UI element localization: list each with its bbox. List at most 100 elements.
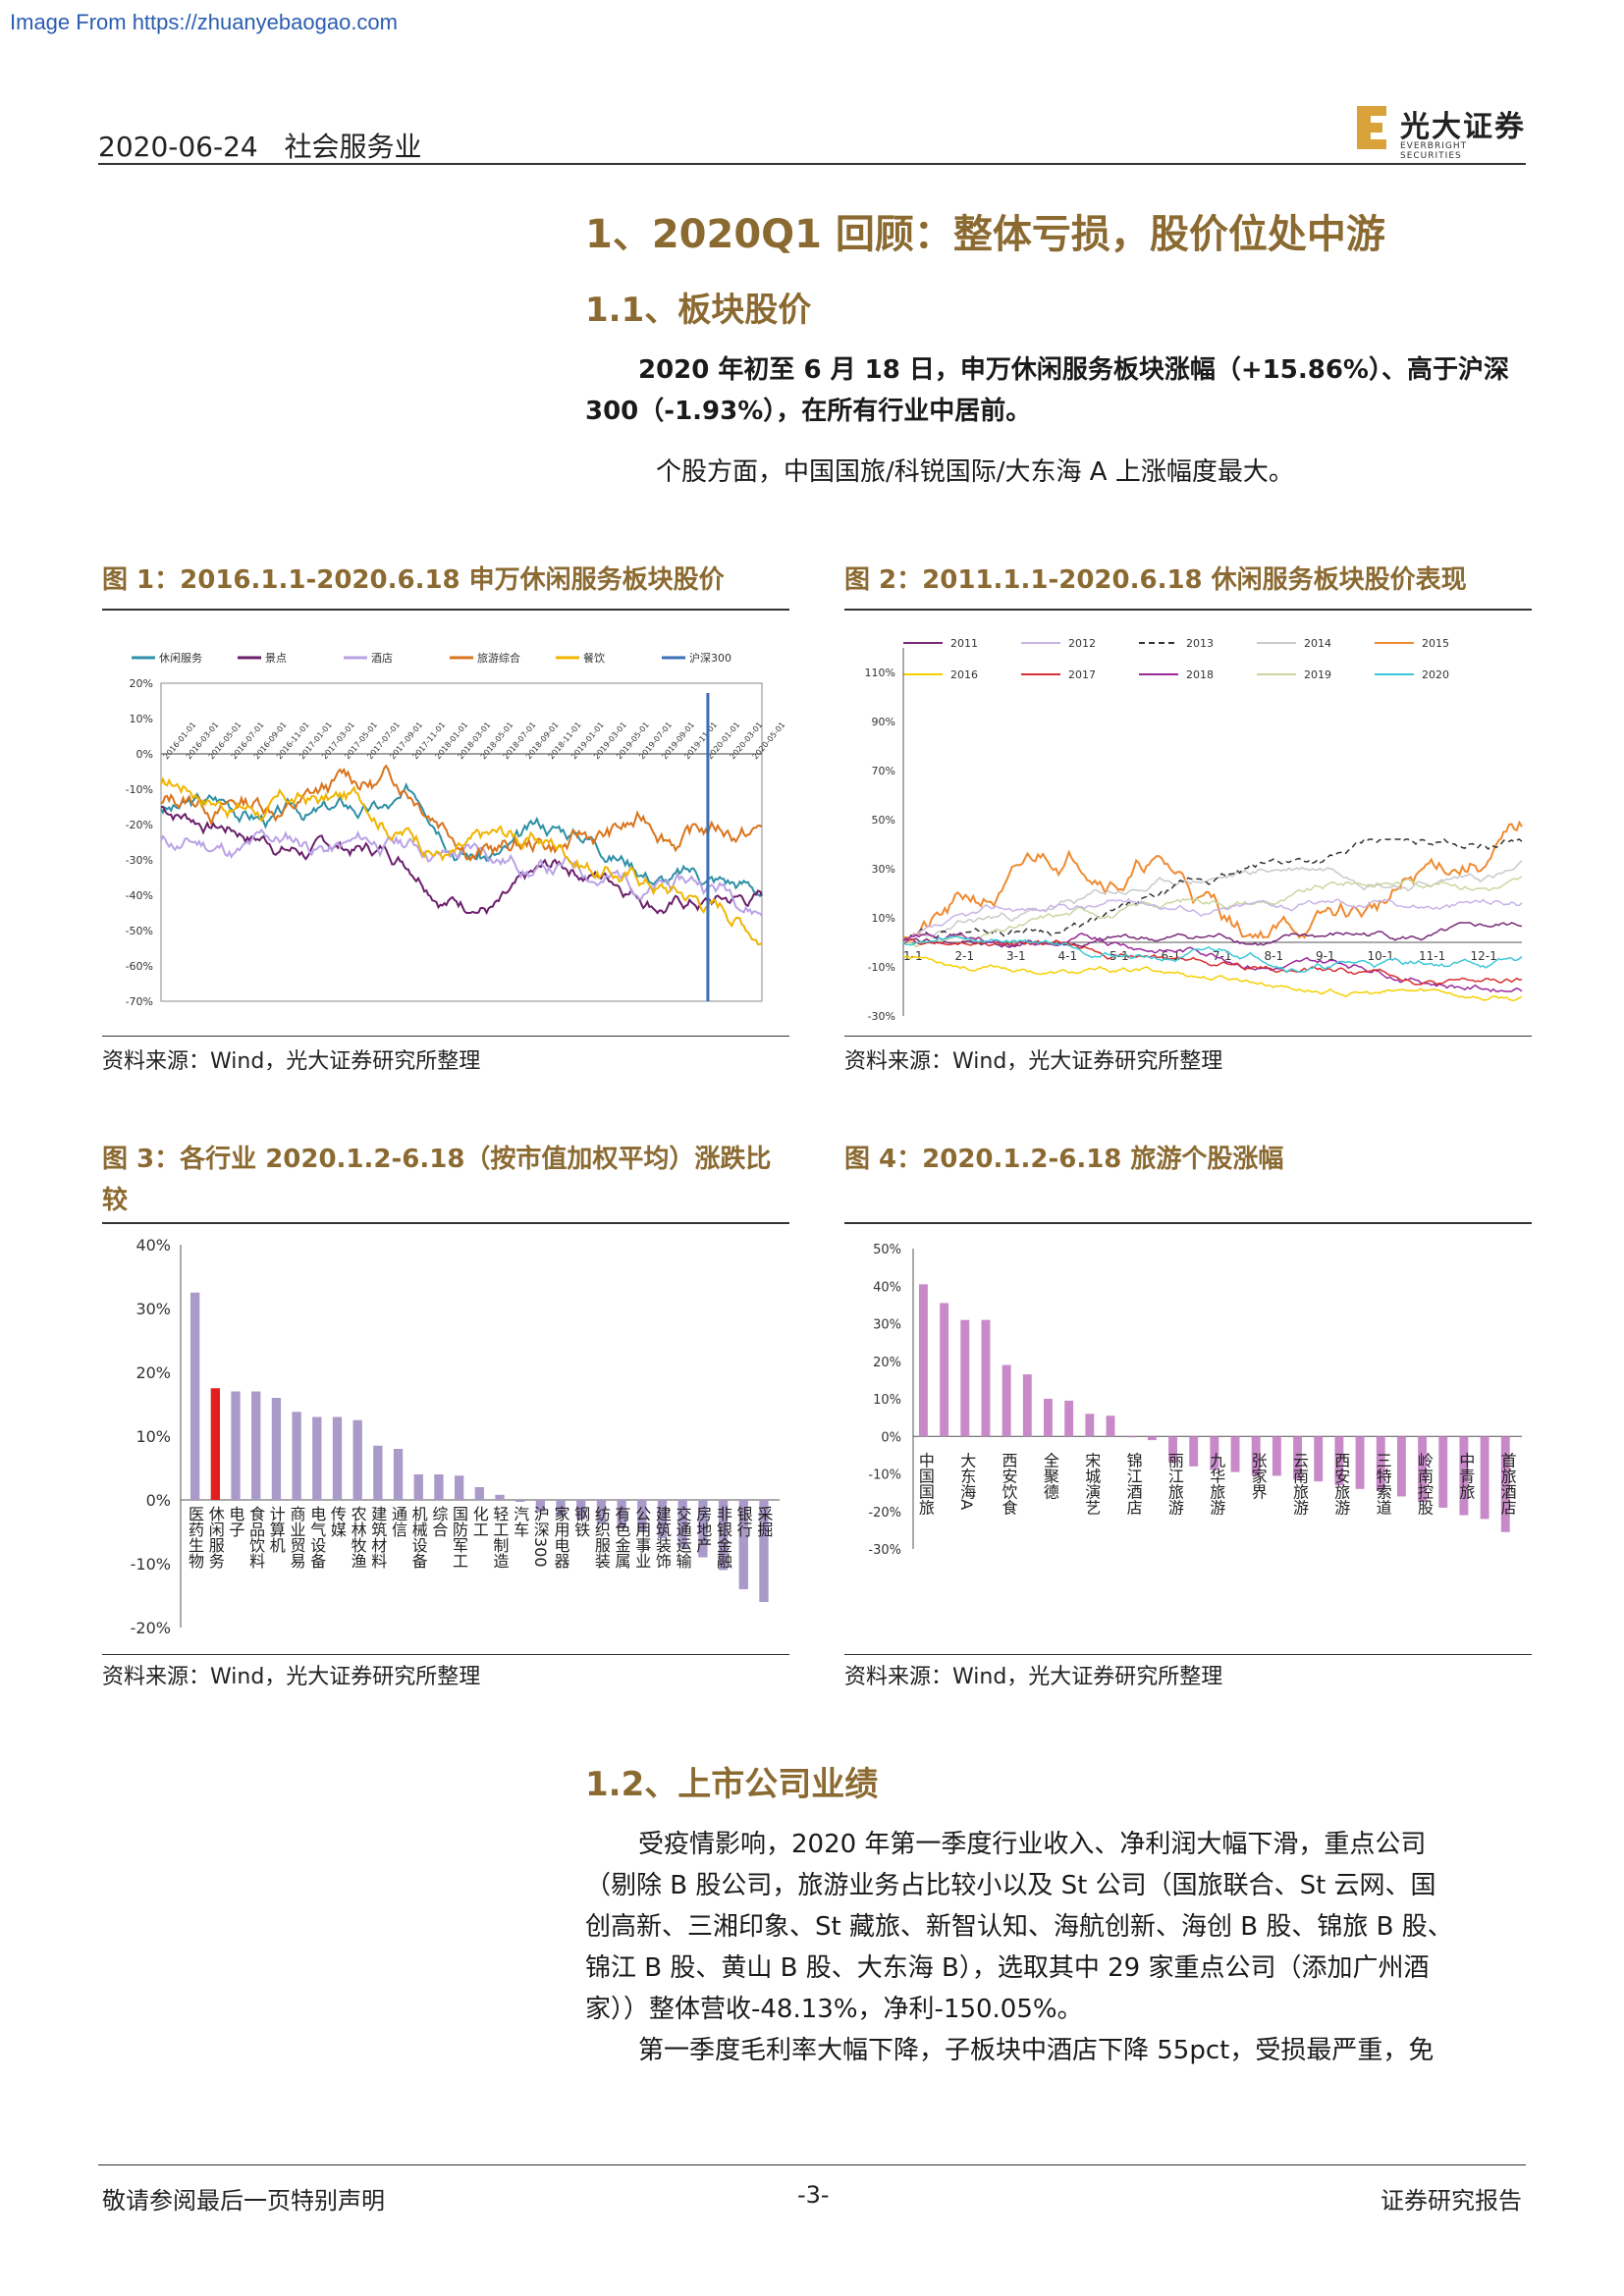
fig4-y-tick: 20%: [873, 1356, 901, 1370]
fig3-category-label: 房地产: [693, 1506, 712, 1553]
fig4-category-label: 西安饮食: [1000, 1452, 1018, 1515]
fig1-title-rule: [102, 609, 789, 611]
fig2-legend-label: 2019: [1304, 668, 1331, 681]
fig2-legend-label: 2016: [950, 668, 978, 681]
fig3-category-label: 通信: [389, 1506, 407, 1537]
fig3-bar: [738, 1500, 748, 1589]
section-1-2-line-5: 家））整体营收-48.13%，净利-150.05%。: [585, 1995, 1083, 2024]
fig1-bottom-rule: [102, 1036, 789, 1037]
fig3-bar: [495, 1494, 505, 1500]
fig2-legend-label: 2011: [950, 637, 978, 650]
fig1-y-tick: -70%: [126, 995, 153, 1008]
fig3-bar: [393, 1449, 404, 1500]
fig4-bar: [1293, 1436, 1302, 1480]
section-1-2-line-6: 第一季度毛利率大幅下降，子板块中酒店下降 55pct，受损最严重，免: [638, 2036, 1435, 2065]
fig1-y-tick: 10%: [130, 713, 153, 725]
fig1-y-tick: 20%: [130, 677, 153, 690]
fig1-y-tick: -10%: [126, 783, 153, 796]
fig1-plot-frame: [160, 682, 763, 1002]
fig3-bar: [210, 1388, 220, 1500]
fig3-category-label: 纺织服装: [592, 1506, 611, 1569]
fig4-bar: [1418, 1436, 1428, 1503]
fig3-y-tick: 30%: [135, 1300, 171, 1318]
fig2-y-tick: 90%: [872, 716, 895, 728]
fig2-series-line: [902, 876, 1523, 948]
fig3-y-tick: 40%: [135, 1236, 171, 1255]
fig4-bar: [940, 1303, 949, 1437]
fig4-y-tick: 0%: [881, 1430, 901, 1445]
fig4-bar: [1480, 1436, 1489, 1520]
fig1-y-tick: -50%: [126, 925, 153, 937]
fig2-legend-label: 2014: [1304, 637, 1331, 650]
fig1-title: 图 1：2016.1.1-2020.6.18 申万休闲服务板块股价: [102, 565, 725, 595]
fig3-bar: [271, 1398, 282, 1500]
fig2-legend-label: 2012: [1068, 637, 1096, 650]
fig3-title-rule: [102, 1222, 789, 1224]
fig4-bar: [1001, 1364, 1011, 1437]
fig4-bar: [1022, 1374, 1032, 1437]
fig1-y-tick: -40%: [126, 889, 153, 902]
fig3-bar: [535, 1500, 546, 1513]
fig3-category-label: 计算机: [267, 1506, 286, 1554]
fig2-legend-label: 2015: [1422, 637, 1449, 650]
fig3-bar: [373, 1445, 383, 1500]
fig4-category-label: 丽江旅游: [1165, 1452, 1184, 1516]
fig1-chart: 休闲服务 景点 酒店 旅游综合 餐饮 沪深300 20% 10% 0% -10% -20% -30% -…: [126, 651, 787, 1008]
fig3-bar: [292, 1412, 301, 1500]
fig3-category-label: 休闲服务: [206, 1506, 225, 1570]
fig4-category-label: 宋城演艺: [1082, 1452, 1101, 1515]
fig4-bar: [1044, 1399, 1053, 1437]
fig4-bar: [1334, 1436, 1344, 1485]
fig1-legend-label: 沪深300: [689, 651, 731, 665]
fig4-bar: [1396, 1436, 1406, 1497]
fig4-bar: [1168, 1436, 1177, 1464]
fig4-category-label: 首旅酒店: [1498, 1452, 1517, 1515]
fig1-legend-label: 酒店: [371, 651, 393, 665]
fig4-bottom-rule: [844, 1654, 1532, 1655]
fig2-legend-label: 2020: [1422, 668, 1449, 681]
fig3-bar: [759, 1500, 769, 1602]
fig3-bar: [596, 1500, 607, 1524]
fig3-category-label: 食品饮料: [246, 1506, 265, 1569]
section-1-2-line-2: （剔除 B 股公司，旅游业务占比较小以及 St 公司（国旅联合、St 云网、国: [585, 1871, 1436, 1900]
fig2-title: 图 2：2011.1.1-2020.6.18 休闲服务板块股价表现: [844, 565, 1467, 595]
fig1-legend-label: 休闲服务: [159, 651, 202, 665]
fig3-bottom-rule: [102, 1654, 789, 1655]
section-1-1-title: 1.1、板块股价: [585, 291, 812, 330]
fig2-x-tick: 7-1: [1213, 949, 1232, 963]
fig4-bar: [1210, 1436, 1219, 1470]
fig3-category-label: 银行: [734, 1506, 753, 1538]
fig2-legend-label: 2017: [1068, 668, 1096, 681]
fig4-bar: [1376, 1436, 1385, 1491]
fig2-x-tick: 11-1: [1419, 949, 1445, 963]
fig3-bar: [332, 1416, 343, 1500]
fig3-category-label: 电气设备: [307, 1506, 326, 1569]
fig4-category-label: 中青旅: [1456, 1452, 1475, 1500]
fig4-bar: [1147, 1436, 1157, 1441]
fig2-y-tick: 10%: [872, 912, 895, 925]
fig2-series-line: [902, 897, 1523, 942]
fig2-series-line: [902, 937, 1523, 986]
fig4-category-label: 三特索道: [1374, 1452, 1392, 1515]
fig2-series-line: [903, 820, 1523, 939]
fig3-bar: [698, 1500, 708, 1558]
fig1-series-line: [160, 764, 763, 862]
fig4-y-tick: -20%: [868, 1506, 901, 1521]
fig2-y-tick: -30%: [868, 1010, 895, 1021]
fig1-y-tick: -60%: [126, 960, 153, 973]
header-date-industry: 2020-06-24 社会服务业: [98, 126, 421, 165]
logo-cn: 光大证券: [1400, 110, 1526, 144]
fig2-legend-label: 2018: [1186, 668, 1214, 681]
section-1-title: 1、2020Q1 回顾：整体亏损，股价位处中游: [585, 212, 1385, 257]
fig3-y-tick: 20%: [135, 1363, 171, 1382]
fig4-title: 图 4：2020.1.2-6.18 旅游个股涨幅: [844, 1145, 1284, 1174]
fig2-source: 资料来源：Wind，光大证券研究所整理: [844, 1049, 1223, 1074]
header-industry: 社会服务业: [284, 131, 422, 163]
fig3-bar: [637, 1500, 647, 1532]
fig4-category-label: 岭南控股: [1415, 1452, 1434, 1516]
fig3-bar: [474, 1487, 484, 1500]
fig4-category-label: 全聚德: [1041, 1452, 1059, 1499]
fig3-source: 资料来源：Wind，光大证券研究所整理: [102, 1665, 481, 1689]
footer-divider: [98, 2164, 1526, 2165]
fig1-y-tick: -30%: [126, 854, 153, 867]
